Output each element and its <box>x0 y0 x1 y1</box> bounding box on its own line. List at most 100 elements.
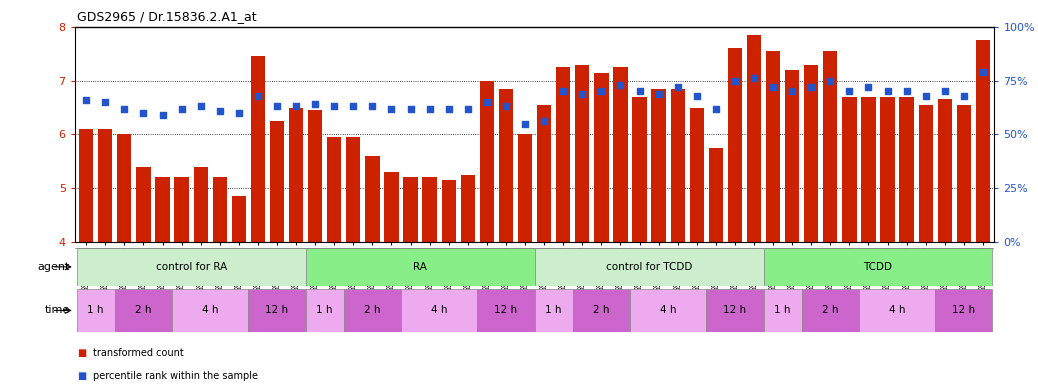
Point <box>936 88 953 94</box>
Bar <box>346 137 360 242</box>
Point <box>155 112 171 118</box>
Text: control for TCDD: control for TCDD <box>606 262 692 272</box>
Text: GDS2965 / Dr.15836.2.A1_at: GDS2965 / Dr.15836.2.A1_at <box>77 10 256 23</box>
Point <box>879 88 896 94</box>
Point <box>421 106 438 112</box>
Bar <box>172 289 248 332</box>
Text: 2 h: 2 h <box>135 305 152 316</box>
Point <box>288 103 304 109</box>
Bar <box>308 110 323 242</box>
Point <box>135 110 152 116</box>
Text: 2 h: 2 h <box>593 305 609 316</box>
Point <box>784 88 800 94</box>
Bar <box>384 172 399 242</box>
Bar <box>327 137 342 242</box>
Point <box>650 91 666 97</box>
Point <box>269 103 285 109</box>
Bar <box>842 97 856 242</box>
Text: 4 h: 4 h <box>431 305 447 316</box>
Bar <box>630 289 706 332</box>
Bar <box>689 108 704 242</box>
Text: time: time <box>45 305 70 316</box>
Bar <box>251 56 265 242</box>
Bar <box>79 129 93 242</box>
Text: ■: ■ <box>77 348 86 358</box>
Bar <box>858 289 935 332</box>
Text: 1 h: 1 h <box>317 305 333 316</box>
Bar <box>535 248 764 286</box>
Text: 12 h: 12 h <box>266 305 289 316</box>
Bar <box>804 65 818 242</box>
Text: control for RA: control for RA <box>156 262 226 272</box>
Point <box>822 78 839 84</box>
Point <box>975 69 991 75</box>
Text: TCDD: TCDD <box>864 262 893 272</box>
Bar <box>136 167 151 242</box>
Point <box>497 103 514 109</box>
Bar <box>77 289 115 332</box>
Point <box>956 93 973 99</box>
Bar <box>518 134 532 242</box>
Point <box>249 93 266 99</box>
Bar <box>193 167 208 242</box>
Bar <box>746 35 761 242</box>
Text: ■: ■ <box>77 371 86 381</box>
Point <box>479 99 495 105</box>
Point <box>593 88 609 94</box>
Point <box>116 106 133 112</box>
Bar <box>248 289 305 332</box>
Text: 1 h: 1 h <box>545 305 562 316</box>
Point <box>403 106 419 112</box>
Bar <box>573 289 630 332</box>
Point <box>745 75 762 81</box>
Point <box>555 88 572 94</box>
Bar <box>900 97 913 242</box>
Text: 12 h: 12 h <box>494 305 518 316</box>
Bar <box>575 65 590 242</box>
Text: percentile rank within the sample: percentile rank within the sample <box>93 371 258 381</box>
Bar <box>156 177 169 242</box>
Point <box>212 108 228 114</box>
Point <box>517 121 534 127</box>
Point <box>364 103 381 109</box>
Point <box>612 82 629 88</box>
Point <box>841 88 857 94</box>
Bar <box>652 89 665 242</box>
Point <box>97 99 113 105</box>
Point <box>536 118 552 124</box>
Bar <box>823 51 838 242</box>
Bar <box>632 97 647 242</box>
Bar <box>613 67 628 242</box>
Bar <box>99 129 112 242</box>
Bar <box>785 70 799 242</box>
Bar <box>671 89 685 242</box>
Point <box>918 93 934 99</box>
Point <box>670 84 686 90</box>
Text: 4 h: 4 h <box>202 305 218 316</box>
Bar <box>174 177 189 242</box>
Bar <box>289 108 303 242</box>
Point <box>631 88 648 94</box>
Point <box>173 106 190 112</box>
Point <box>230 110 247 116</box>
Point <box>383 106 400 112</box>
Bar <box>480 81 494 242</box>
Bar <box>919 105 933 242</box>
Bar <box>461 175 475 242</box>
Text: 4 h: 4 h <box>889 305 905 316</box>
Point <box>326 103 343 109</box>
Point <box>78 97 94 103</box>
Text: 1 h: 1 h <box>774 305 791 316</box>
Text: 1 h: 1 h <box>87 305 104 316</box>
Bar <box>270 121 284 242</box>
Point <box>574 91 591 97</box>
Bar <box>764 248 992 286</box>
Bar <box>801 289 858 332</box>
Bar <box>935 289 992 332</box>
Point <box>440 106 457 112</box>
Bar <box>862 97 876 242</box>
Point <box>192 103 209 109</box>
Bar <box>77 248 305 286</box>
Bar <box>937 99 952 242</box>
Point <box>898 88 914 94</box>
